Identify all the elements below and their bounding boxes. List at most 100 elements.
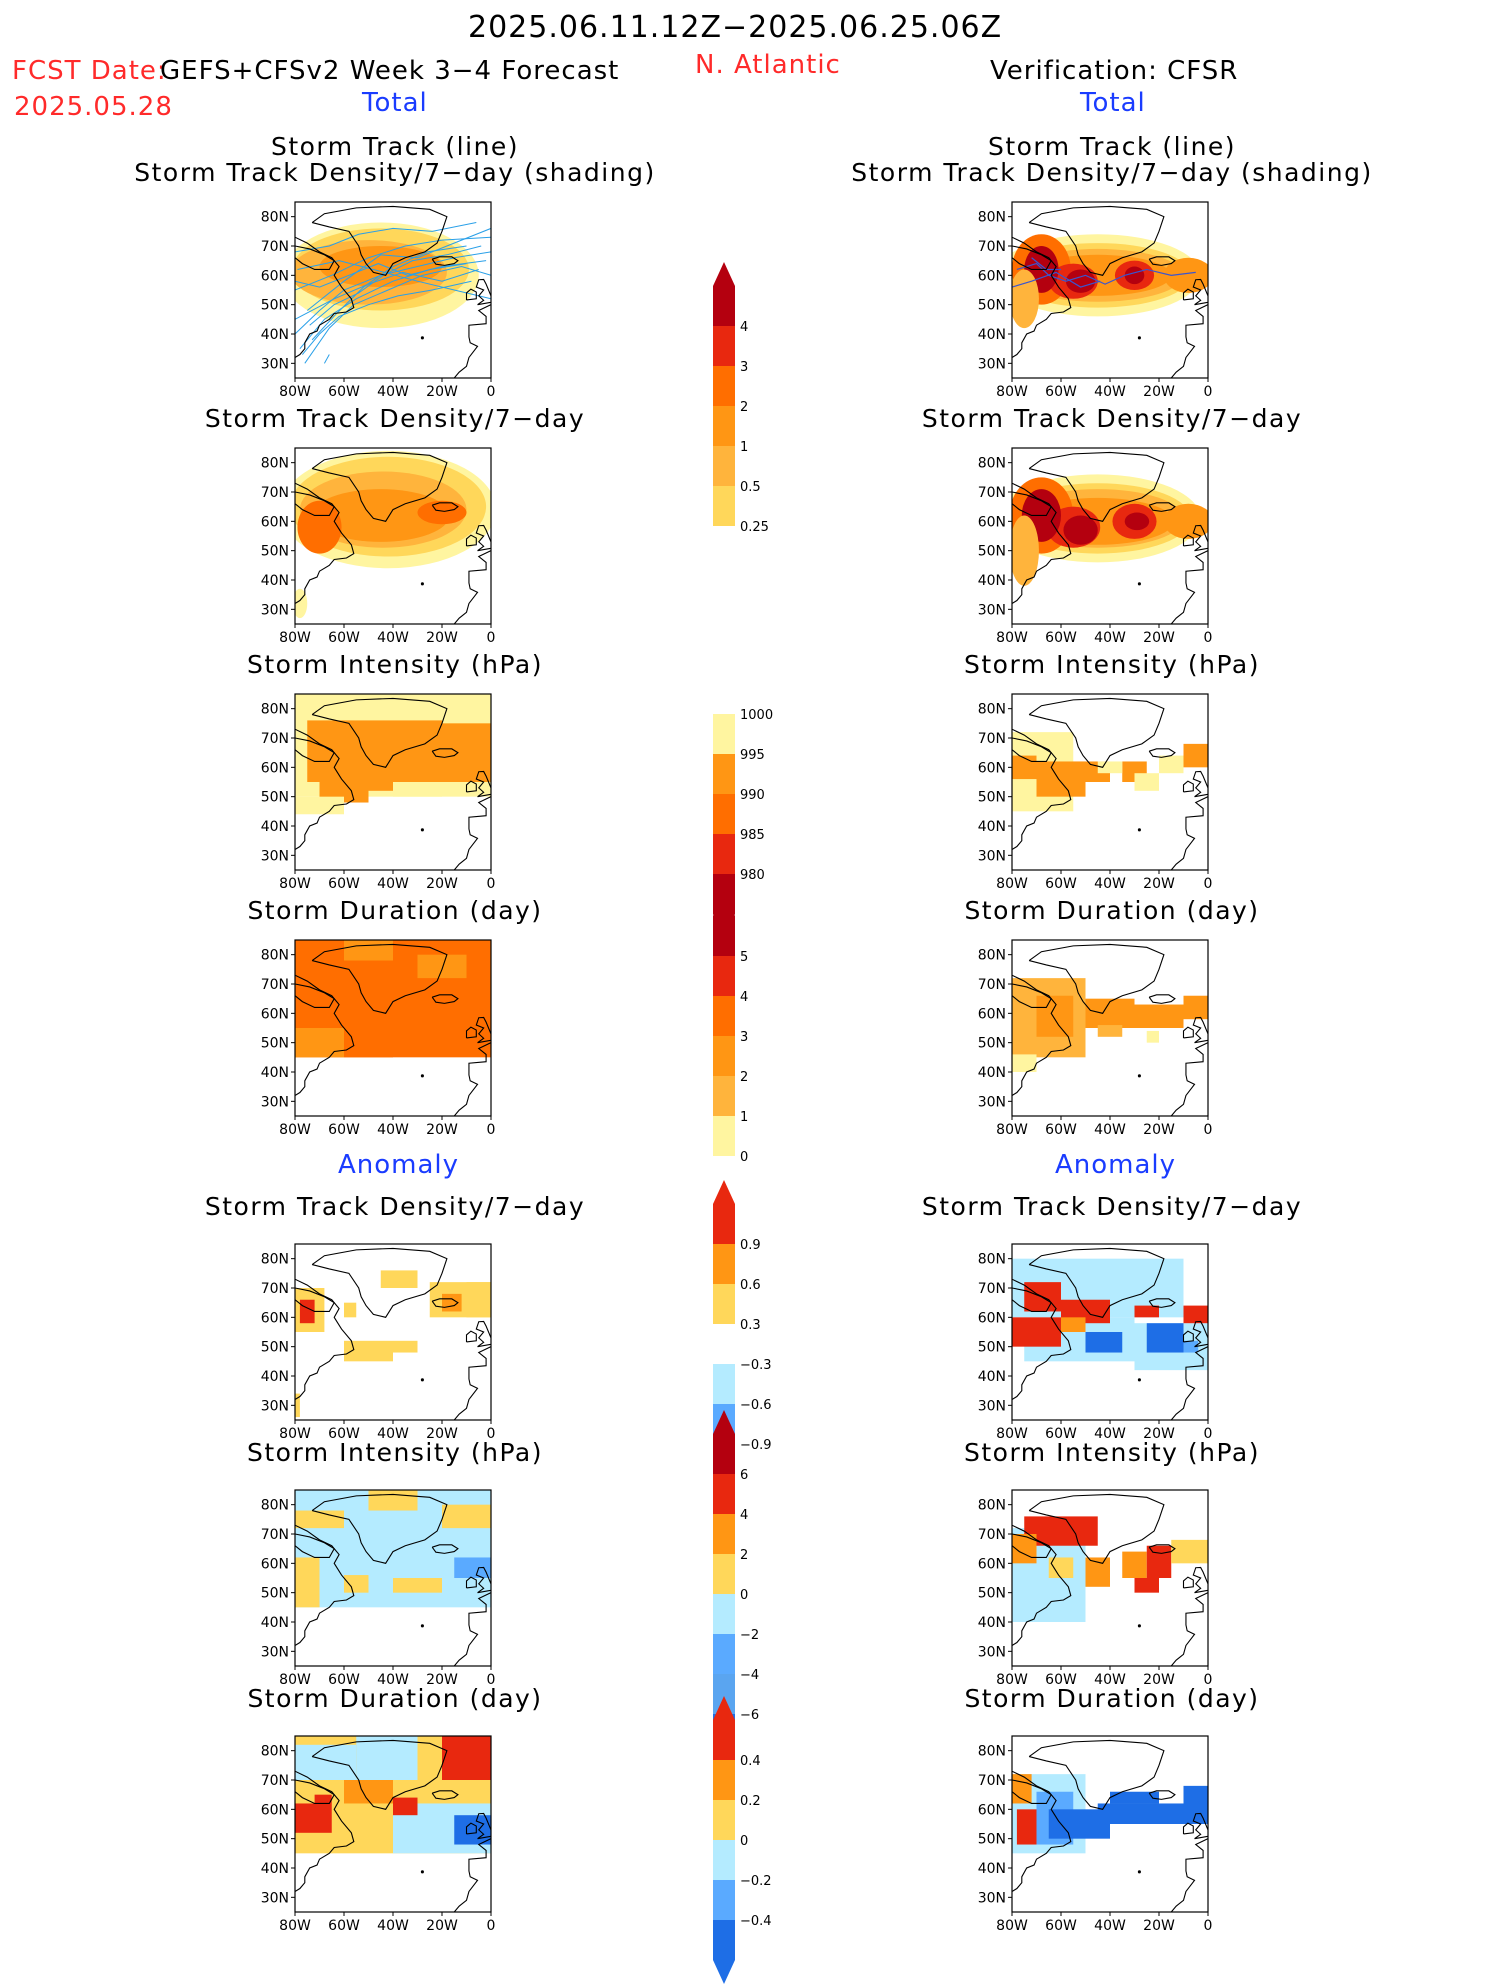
lat-label: 30N xyxy=(978,356,1006,372)
lon-label: 60W xyxy=(328,1122,360,1138)
lat-label: 40N xyxy=(978,1065,1006,1081)
colorbar-tick-label: 1 xyxy=(740,1110,748,1125)
lon-label: 20W xyxy=(1143,1918,1175,1934)
right-anom-density-map: 80N 70N 60N 50N 40N 30N 80W 60W 40W 20W 0 xyxy=(962,1238,1222,1452)
lat-label: 50N xyxy=(978,1340,1006,1356)
lat-label: 30N xyxy=(261,1890,289,1906)
lat-label: 30N xyxy=(261,848,289,864)
lat-label: 30N xyxy=(978,602,1006,618)
section-total-right: Total xyxy=(1080,88,1146,118)
lon-label: 0 xyxy=(487,1122,496,1138)
lat-label: 40N xyxy=(261,573,289,589)
section-anomaly-right: Anomaly xyxy=(1055,1150,1177,1180)
lat-label: 60N xyxy=(978,1802,1006,1818)
lat-label: 40N xyxy=(261,1861,289,1877)
lat-label: 50N xyxy=(261,790,289,806)
colorbar-tick-label: 0 xyxy=(740,1834,748,1849)
colorbar-duration-anom: 0.4 0.2 0 −0.2 −0.4 xyxy=(712,1696,802,1988)
lat-label: 60N xyxy=(978,1006,1006,1022)
lat-label: 70N xyxy=(978,1281,1006,1297)
colorbar-tick-label: −0.6 xyxy=(740,1398,772,1413)
lat-label: 70N xyxy=(261,1773,289,1789)
left-duration-title: Storm Duration (day) xyxy=(247,896,543,925)
lat-label: 40N xyxy=(978,819,1006,835)
colorbar-tick-label: 2 xyxy=(740,1070,748,1085)
lon-label: 20W xyxy=(426,1918,458,1934)
lat-label: 80N xyxy=(261,1498,289,1514)
lon-label: 80W xyxy=(996,1918,1028,1934)
lon-label: 80W xyxy=(279,630,311,646)
lat-label: 80N xyxy=(978,702,1006,718)
lat-label: 80N xyxy=(978,456,1006,472)
right-track-line-title: Storm Track (line) xyxy=(987,132,1237,161)
right-track-map: 80N 70N 60N 50N 40N 30N 80W 60W 40W 20W 0 xyxy=(962,196,1222,410)
lat-label: 30N xyxy=(978,1094,1006,1110)
lon-label: 80W xyxy=(279,1122,311,1138)
colorbar-tick-label: 0 xyxy=(740,1150,748,1165)
lat-label: 30N xyxy=(261,1644,289,1660)
region-label: N. Atlantic xyxy=(695,50,841,80)
lon-label: 60W xyxy=(328,1918,360,1934)
lat-label: 50N xyxy=(261,544,289,560)
lon-label: 80W xyxy=(279,876,311,892)
lon-label: 20W xyxy=(426,876,458,892)
colorbar-tick-label: −2 xyxy=(740,1628,759,1643)
colorbar-tick-label: 4 xyxy=(740,320,748,335)
lon-label: 60W xyxy=(1045,630,1077,646)
lat-label: 40N xyxy=(261,819,289,835)
right-anom-intensity-title: Storm Intensity (hPa) xyxy=(964,1438,1260,1467)
lon-label: 0 xyxy=(1204,1672,1213,1688)
model-label: GEFS+CFSv2 Week 3−4 Forecast xyxy=(160,56,620,86)
lon-label: 20W xyxy=(1143,384,1175,400)
fcst-date-value: 2025.05.28 xyxy=(14,92,173,122)
lon-label: 0 xyxy=(1204,876,1213,892)
lon-label: 0 xyxy=(1204,384,1213,400)
lat-label: 60N xyxy=(978,760,1006,776)
lat-label: 60N xyxy=(978,1556,1006,1572)
lat-label: 80N xyxy=(261,210,289,226)
lon-label: 40W xyxy=(1094,384,1126,400)
colorbar-tick-label: −0.2 xyxy=(740,1874,772,1889)
lat-label: 40N xyxy=(261,1615,289,1631)
lon-label: 60W xyxy=(328,630,360,646)
colorbar-tick-label: −0.4 xyxy=(740,1914,772,1929)
lon-label: 60W xyxy=(328,384,360,400)
colorbar-tick-label: 980 xyxy=(740,868,765,883)
lon-label: 40W xyxy=(377,876,409,892)
lon-label: 20W xyxy=(426,630,458,646)
lon-label: 40W xyxy=(1094,876,1126,892)
section-total-left: Total xyxy=(362,88,428,118)
left-track-line-title: Storm Track (line) xyxy=(270,132,520,161)
left-anom-intensity-title: Storm Intensity (hPa) xyxy=(247,1438,543,1467)
right-duration-title: Storm Duration (day) xyxy=(964,896,1260,925)
lat-label: 80N xyxy=(978,1252,1006,1268)
lat-label: 60N xyxy=(978,268,1006,284)
lon-label: 0 xyxy=(487,1672,496,1688)
lon-label: 0 xyxy=(1204,1426,1213,1442)
lat-label: 50N xyxy=(978,790,1006,806)
right-density-title: Storm Track Density/7−day xyxy=(921,404,1303,433)
left-intensity-title: Storm Intensity (hPa) xyxy=(247,650,543,679)
lat-label: 50N xyxy=(261,1340,289,1356)
lat-label: 40N xyxy=(261,1369,289,1385)
lon-label: 40W xyxy=(377,384,409,400)
lat-label: 40N xyxy=(978,327,1006,343)
lon-label: 20W xyxy=(426,384,458,400)
lon-label: 20W xyxy=(1143,630,1175,646)
lon-label: 80W xyxy=(279,1918,311,1934)
lon-label: 80W xyxy=(996,630,1028,646)
left-anom-density-title: Storm Track Density/7−day xyxy=(204,1192,586,1221)
colorbar-tick-label: 3 xyxy=(740,1030,748,1045)
fcst-date-label: FCST Date: xyxy=(12,56,167,86)
colorbar-tick-label: 0 xyxy=(740,1588,748,1603)
lat-label: 60N xyxy=(261,268,289,284)
lat-label: 60N xyxy=(261,514,289,530)
lat-label: 70N xyxy=(261,731,289,747)
lon-label: 20W xyxy=(426,1426,458,1442)
colorbar-tick-label: −6 xyxy=(740,1708,759,1723)
lat-label: 60N xyxy=(978,514,1006,530)
lat-label: 80N xyxy=(261,1252,289,1268)
lat-label: 80N xyxy=(261,1744,289,1760)
lat-label: 40N xyxy=(261,1065,289,1081)
lon-label: 80W xyxy=(996,1426,1028,1442)
